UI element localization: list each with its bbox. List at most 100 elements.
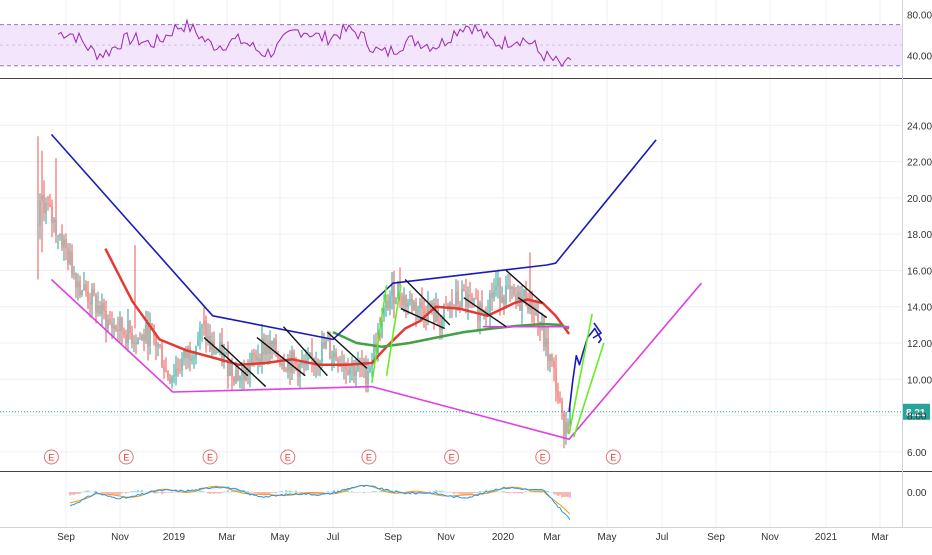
macd-histogram-bar [447,492,448,493]
candle-body [113,326,114,329]
macd-histogram-bar [347,491,348,493]
candle-body [511,287,512,289]
macd-histogram-bar [253,492,254,493]
earnings-marker[interactable]: E [606,450,620,464]
candle-body [159,344,160,345]
candle-body [63,239,64,248]
earnings-marker[interactable]: E [362,450,376,464]
macd-histogram-bar [71,492,72,495]
candle-body [99,306,100,315]
macd-histogram-bar [433,491,434,492]
price-tick-label: 12.00 [907,339,932,350]
candle-body [65,239,66,248]
macd-histogram-bar [207,492,208,493]
candle-body [493,291,494,298]
candle-body [401,297,402,305]
candle-body [73,273,74,274]
candle-body [51,206,52,223]
macd-histogram-bar [249,492,250,493]
macd-histogram-bar [83,492,84,493]
earnings-marker[interactable]: E [119,450,133,464]
macd-histogram-bar [561,492,562,497]
macd-histogram-bar [281,491,282,492]
candle-body [385,300,386,307]
candle-body [325,341,326,348]
candle-body [415,302,416,313]
candle-body [333,353,334,357]
candle-body [103,303,104,311]
candle-body [433,303,434,322]
candle-body [451,303,452,305]
macd-histogram-bar [521,492,522,494]
candle-body [179,370,180,371]
candle-body [497,278,498,286]
macd-histogram-bar [323,492,324,493]
earnings-marker-label: E [610,453,616,463]
earnings-marker-label: E [123,453,129,463]
candle-body [473,298,474,301]
macd-histogram-bar [291,491,292,492]
candle-body [513,287,514,295]
macd-histogram-bar [303,492,304,493]
candle-body [457,292,458,304]
earnings-marker[interactable]: E [44,450,58,464]
macd-histogram-bar [505,492,506,493]
candle-body [285,369,286,371]
candle-body [91,289,92,305]
candle-body [125,335,126,344]
macd-histogram-bar [453,492,454,494]
macd-histogram-bar [457,492,458,493]
macd-histogram-bar [363,492,364,493]
time-tick-label: 2021 [815,532,838,543]
candle-body [95,295,96,313]
time-tick-label: Jul [327,532,340,543]
candle-body [119,318,120,331]
macd-histogram-bar [273,492,274,493]
time-tick-label: Sep [384,532,402,543]
earnings-marker[interactable]: E [445,450,459,464]
macd-histogram-bar [247,491,248,492]
macd-histogram-bar [451,492,452,493]
candle-body [389,296,390,308]
macd-histogram-bar [479,491,480,492]
rsi-tick-label: 80.00 [907,10,932,21]
macd-histogram-bar [171,492,172,493]
macd-histogram-bar [497,492,498,493]
candle-body [289,359,290,373]
candle-body [61,234,62,248]
candle-body [549,355,550,361]
earnings-marker[interactable]: E [281,450,295,464]
candle-body [331,357,332,358]
candle-body [327,340,328,341]
time-tick-label: Jul [656,532,669,543]
macd-histogram-bar [199,491,200,493]
candle-body [475,298,476,299]
candle-body [59,234,60,235]
candle-body [291,351,292,372]
macd-histogram-bar [293,492,294,493]
macd-histogram-bar [163,492,164,493]
macd-histogram-bar [223,491,224,492]
candle-body [349,367,350,374]
candle-body [509,285,510,289]
price-tick-label: 22.00 [907,158,932,169]
macd-histogram-bar [167,492,168,493]
macd-histogram-bar [121,492,122,493]
candle-body [89,302,90,305]
macd-histogram-bar [105,492,106,493]
time-tick-label: Mar [871,532,889,543]
candle-body [235,370,236,382]
candle-body [123,331,124,335]
macd-histogram-bar [555,492,556,495]
candle-body [489,293,490,312]
time-tick-label: May [271,532,290,543]
candle-body [45,203,46,213]
candle-body [201,325,202,328]
earnings-marker[interactable]: E [536,450,550,464]
macd-histogram-bar [297,492,298,493]
candle-body [405,295,406,307]
earnings-marker[interactable]: E [203,450,217,464]
candle-body [121,318,122,331]
candle-body [517,292,518,301]
candle-body [87,292,88,302]
